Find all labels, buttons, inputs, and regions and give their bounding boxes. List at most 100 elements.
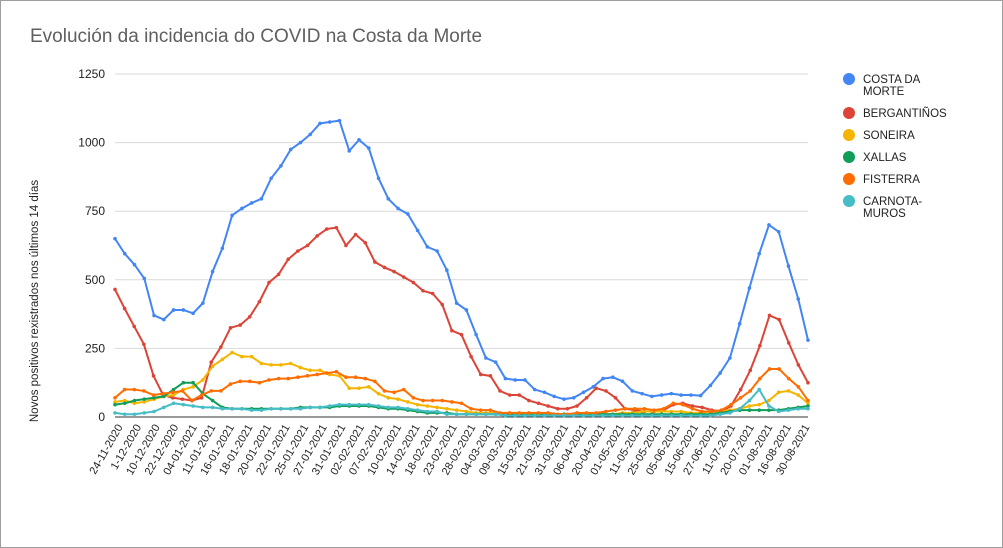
data-point [181, 308, 186, 312]
data-point [401, 387, 406, 392]
data-point [113, 400, 117, 404]
data-point [700, 405, 704, 410]
data-point [386, 197, 391, 201]
data-point [288, 406, 293, 411]
data-point [604, 409, 608, 414]
data-point [507, 393, 512, 397]
data-point [392, 390, 396, 395]
data-point [474, 332, 478, 337]
data-point [386, 395, 391, 400]
data-point [478, 408, 483, 412]
data-point [786, 389, 791, 393]
data-point [259, 361, 264, 366]
legend-label: XALLAS [863, 152, 907, 164]
data-point [396, 397, 400, 401]
data-point [806, 404, 810, 408]
data-point [357, 138, 361, 142]
data-point [777, 367, 781, 371]
data-point [659, 393, 664, 397]
data-point [767, 398, 771, 403]
data-point [132, 398, 137, 403]
data-point [796, 393, 801, 397]
data-point [498, 389, 502, 393]
data-point [113, 411, 117, 415]
data-point [546, 404, 550, 408]
data-point [318, 368, 322, 373]
data-point [737, 406, 742, 411]
data-point [401, 275, 406, 279]
data-point [318, 405, 322, 410]
data-point [357, 386, 361, 390]
data-point [709, 409, 714, 414]
data-point [286, 257, 291, 262]
data-point [152, 409, 156, 414]
legend-label: COSTA DA MORTE [863, 74, 921, 98]
data-point [286, 376, 291, 381]
data-point [708, 413, 713, 418]
data-point [113, 236, 117, 241]
data-point [259, 197, 264, 201]
data-point [201, 378, 205, 382]
data-point [276, 272, 281, 277]
data-point [776, 229, 781, 234]
data-point [199, 393, 204, 397]
data-point [679, 409, 683, 414]
data-point [738, 395, 743, 400]
data-point [298, 140, 303, 145]
data-point [142, 411, 147, 415]
data-point [796, 385, 801, 389]
data-point [776, 390, 781, 395]
data-point [552, 413, 557, 418]
data-point [523, 378, 527, 382]
data-point [484, 356, 488, 360]
data-point [132, 401, 137, 406]
data-point [786, 341, 791, 345]
data-point [718, 412, 722, 417]
data-point [738, 387, 743, 392]
data-point [308, 132, 313, 137]
data-point [376, 391, 381, 396]
data-point [445, 412, 449, 417]
data-point [747, 398, 752, 403]
data-point [219, 345, 223, 349]
data-point [806, 338, 810, 342]
data-point [269, 363, 273, 367]
data-point [357, 402, 361, 407]
data-point [435, 405, 439, 410]
data-point [796, 297, 801, 301]
data-point [210, 269, 215, 274]
data-point [382, 265, 387, 270]
data-point [240, 206, 244, 211]
legend-label: SONEIRA [863, 130, 915, 142]
data-point [546, 411, 550, 415]
data-point [238, 323, 242, 327]
data-point [337, 402, 342, 407]
data-point [181, 402, 186, 407]
data-point [584, 411, 589, 415]
data-point [620, 413, 625, 418]
data-point [344, 375, 348, 380]
data-point [536, 401, 541, 406]
data-point [220, 246, 225, 251]
data-point [532, 413, 537, 418]
data-point [532, 387, 537, 392]
data-point [575, 404, 579, 408]
data-point [122, 251, 127, 256]
data-point [288, 147, 293, 152]
data-point [122, 398, 127, 403]
data-point [382, 389, 387, 393]
data-point [318, 121, 322, 126]
legend-marker [843, 151, 855, 163]
data-point [238, 379, 242, 384]
legend-marker [843, 173, 855, 185]
data-point [690, 404, 695, 408]
data-point [536, 411, 541, 415]
data-point [474, 412, 478, 417]
data-point [151, 393, 156, 397]
data-point [718, 371, 722, 375]
data-point [171, 393, 176, 397]
data-point [513, 413, 517, 418]
data-point [767, 313, 772, 318]
legend-label: FISTERRA [863, 174, 920, 186]
legend: COSTA DA MORTE BERGANTIÑOS SONEIRA XALLAS FIS… [843, 73, 947, 220]
